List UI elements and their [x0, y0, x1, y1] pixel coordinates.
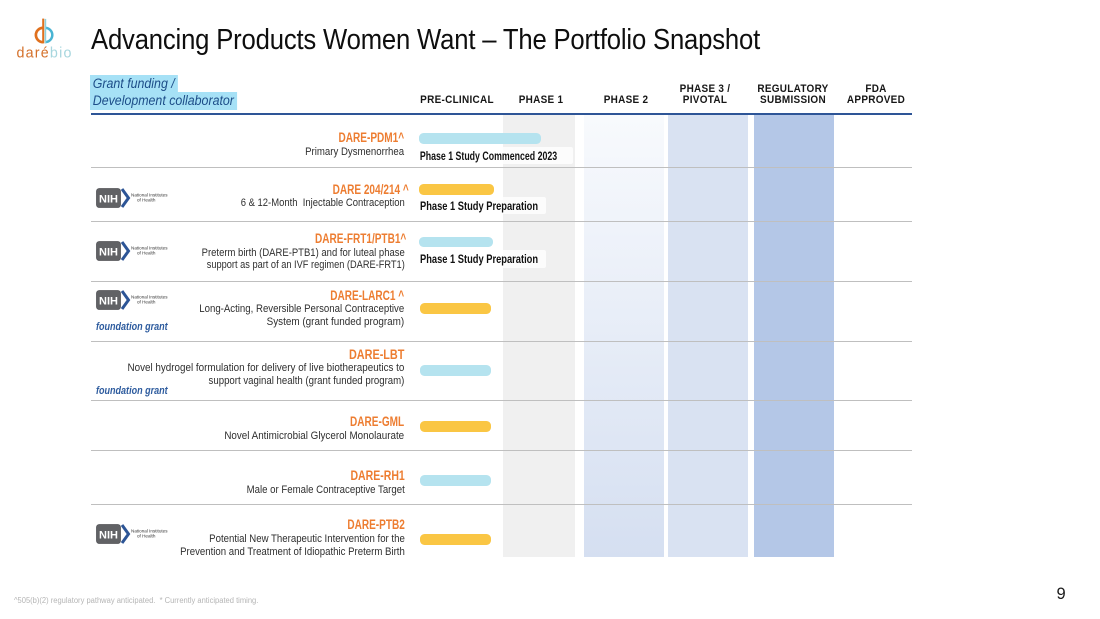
svg-text:NIH: NIH: [99, 247, 118, 259]
svg-text:National Institutes: National Institutes: [131, 528, 168, 533]
svg-text:National Institutes: National Institutes: [131, 294, 168, 299]
svg-text:NIH: NIH: [99, 194, 118, 206]
svg-text:NIH: NIH: [99, 296, 118, 308]
svg-text:of Health: of Health: [137, 300, 156, 305]
svg-text:National Institutes: National Institutes: [131, 245, 168, 250]
svg-text:of Health: of Health: [137, 533, 156, 538]
svg-text:darébio: darébio: [17, 46, 73, 62]
svg-text:National Institutes: National Institutes: [131, 192, 168, 197]
svg-text:of Health: of Health: [137, 198, 156, 203]
svg-text:NIH: NIH: [99, 529, 118, 541]
svg-text:of Health: of Health: [137, 251, 156, 256]
